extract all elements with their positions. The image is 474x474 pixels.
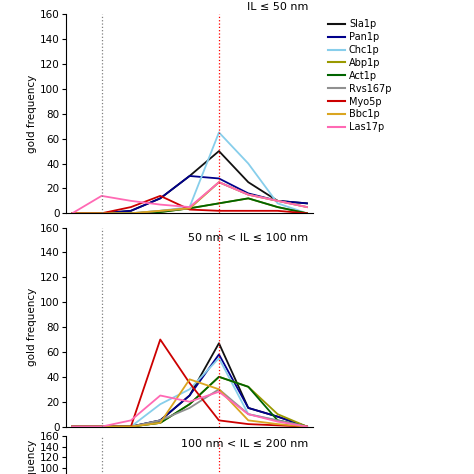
Y-axis label: gold frequency: gold frequency (27, 439, 37, 474)
Text: 50 nm < IL ≤ 100 nm: 50 nm < IL ≤ 100 nm (188, 234, 308, 244)
Y-axis label: gold frequency: gold frequency (27, 74, 37, 153)
Text: 100 nm < IL ≤ 200 nm: 100 nm < IL ≤ 200 nm (181, 438, 308, 448)
Legend: Sla1p, Pan1p, Chc1p, Abp1p, Act1p, Rvs167p, Myo5p, Bbc1p, Las17p: Sla1p, Pan1p, Chc1p, Abp1p, Act1p, Rvs16… (328, 19, 392, 132)
Text: IL ≤ 50 nm: IL ≤ 50 nm (246, 2, 308, 12)
Y-axis label: gold frequency: gold frequency (27, 288, 37, 366)
